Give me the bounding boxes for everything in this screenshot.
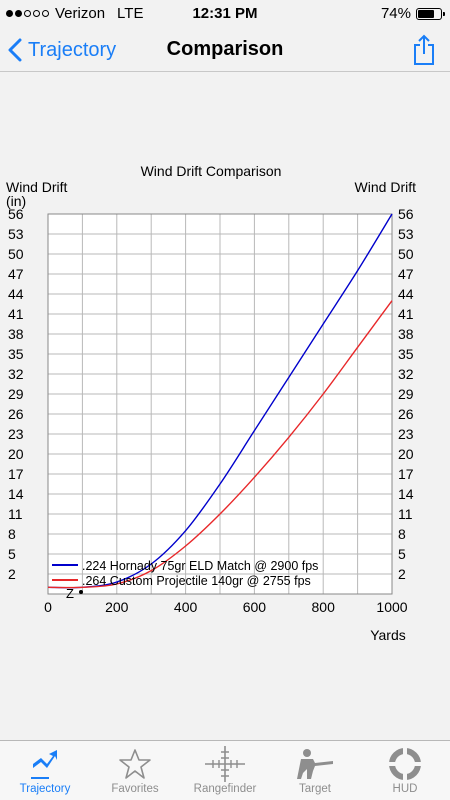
y-tick-label-right: 38 [398,326,414,342]
tab-label: Target [299,783,331,795]
shooter-icon [297,749,333,779]
series-line-1 [47,213,393,589]
x-tick-label: 400 [174,599,198,615]
x-axis-label: Yards [370,627,406,643]
y-tick-label-left: 32 [8,366,24,382]
tab-target[interactable]: Target [270,741,360,800]
battery-info: 74% [380,5,445,22]
wind-drift-chart: 2 2 5 5 8 8 11 11 14 14 17 17 20 20 23 23 26 26 29 29 32 32 35… [6,163,417,643]
legend-label: .224 Hornady 75gr ELD Match @ 2900 fps [82,559,318,573]
y-tick-label-left: 11 [8,506,23,522]
y-tick-label-right: 17 [398,466,414,482]
y-tick-label-right: 35 [398,346,414,362]
plot-border [47,213,393,595]
y-tick-label-left: 8 [8,526,16,542]
y-tick-label-left: 17 [8,466,24,482]
battery-percent: 74% [380,5,411,22]
carrier-info: Verizon LTE [6,5,143,22]
y-tick-label-left: 26 [8,406,24,422]
y-tick-label-right: 50 [398,246,414,262]
y-tick-label-left: 23 [8,426,24,442]
tab-rangefinder[interactable]: Rangefinder [180,741,270,800]
reticle-icon [205,746,245,782]
y-tick-label-left: 56 [8,206,24,222]
x-tick-label: 1000 [376,599,407,615]
network-type: LTE [117,5,144,22]
y-tick-label-right: 56 [398,206,414,222]
chart-area: 2 2 5 5 8 8 11 11 14 14 17 17 20 20 23 23 26 26 29 29 32 32 35… [0,72,450,740]
y-tick-label-right: 14 [398,486,414,502]
signal-icon [6,10,49,17]
y-tick-label-left: 50 [8,246,24,262]
share-button[interactable] [412,34,436,71]
y-tick-label-right: 44 [398,286,414,302]
y-tick-label-right: 2 [398,566,406,582]
y-tick-label-right: 41 [398,306,414,322]
trajectory-icon [31,750,57,779]
carrier-name: Verizon [55,5,106,22]
battery-icon [416,7,445,20]
chevron-left-icon [8,38,22,62]
y-tick-label-right: 8 [398,526,406,542]
y-tick-label-left: 41 [8,306,24,322]
zero-marker: Z [66,586,74,601]
y-tick-label-left: 47 [8,266,24,282]
x-tick-label: 800 [312,599,336,615]
tab-favorites[interactable]: Favorites [90,741,180,800]
y-tick-label-left: 5 [8,546,16,562]
x-tick-label: 200 [105,599,129,615]
y-tick-label-left: 2 [8,566,16,582]
y-tick-label-right: 53 [398,226,414,242]
status-bar: Verizon LTE 12:31 PM 74% [0,0,450,28]
y-tick-label-right: 29 [398,386,414,402]
back-button-label: Trajectory [28,38,117,61]
page-title: Comparison [166,38,284,60]
tab-label: HUD [392,783,418,795]
y-tick-label-left: 20 [8,446,24,462]
chart-title: Wind Drift Comparison [141,163,282,179]
y-tick-label-left: 35 [8,346,24,362]
y-tick-label-left: 53 [8,226,24,242]
x-tick-label: 600 [243,599,267,615]
y-tick-label-right: 32 [398,366,414,382]
tab-label: Trajectory [19,783,71,795]
legend-label: .264 Custom Projectile 140gr @ 2755 fps [82,574,311,588]
y-tick-label-right: 11 [398,506,413,522]
tab-trajectory[interactable]: Trajectory [0,741,90,800]
status-time: 12:31 PM [192,5,258,22]
tab-label: Favorites [111,783,159,795]
hud-icon [388,747,422,781]
y-tick-label-right: 47 [398,266,414,282]
tab-label: Rangefinder [193,783,257,795]
y-tick-label-left: 29 [8,386,24,402]
back-button[interactable]: Trajectory [8,28,116,72]
y-axis-label-left: Wind Drift [6,179,68,195]
y-tick-label-right: 26 [398,406,414,422]
x-tick-label: 0 [44,599,52,615]
tab-bar: Trajectory Favorites Rangefinder Target [0,740,450,800]
star-icon [119,749,151,779]
tab-hud[interactable]: HUD [360,741,450,800]
y-tick-label-left: 14 [8,486,24,502]
zero-point [79,590,83,594]
y-tick-label-left: 44 [8,286,24,302]
y-axis-unit-left: (in) [6,193,26,209]
chart-legend: .224 Hornady 75gr ELD Match @ 2900 fps.2… [52,559,318,588]
y-tick-label-left: 38 [8,326,24,342]
share-icon [414,34,434,65]
series-line-2 [47,300,393,589]
y-axis-label-right: Wind Drift [355,179,417,195]
y-tick-label-right: 23 [398,426,414,442]
y-tick-label-right: 5 [398,546,406,562]
y-tick-label-right: 20 [398,446,414,462]
navigation-bar: Trajectory Comparison [0,28,450,72]
